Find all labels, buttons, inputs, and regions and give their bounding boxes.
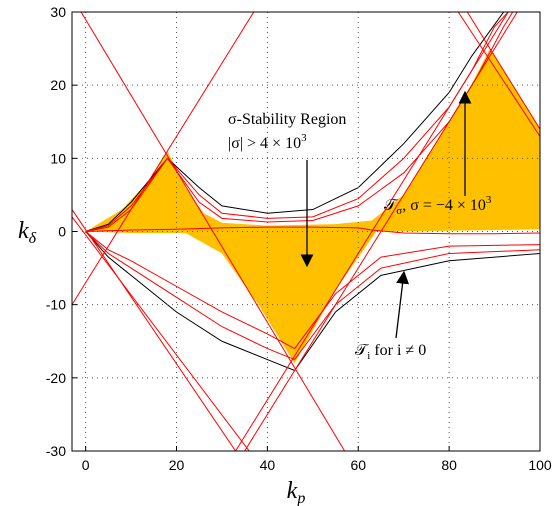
x-tick-label: 0 xyxy=(82,457,90,473)
curve xyxy=(244,12,518,451)
annotation: 𝒯i for i ≠ 0 xyxy=(355,342,426,362)
x-axis-label: kp xyxy=(287,478,306,506)
x-tick-label: 20 xyxy=(169,457,185,473)
x-tick-label: 60 xyxy=(350,457,366,473)
y-tick-label: -10 xyxy=(46,297,66,313)
stability-region xyxy=(85,48,540,364)
y-tick-label: 20 xyxy=(50,77,66,93)
annotation: |σ| > 4 × 103 xyxy=(228,132,307,152)
curve xyxy=(85,226,540,235)
curve xyxy=(85,231,540,372)
curve xyxy=(85,231,540,361)
x-tick-label: 80 xyxy=(441,457,457,473)
curve xyxy=(466,12,540,130)
y-axis-label: kδ xyxy=(18,218,37,247)
arrow xyxy=(395,270,410,339)
curve xyxy=(72,216,250,451)
x-tick-label: 40 xyxy=(260,457,276,473)
y-tick-label: -30 xyxy=(46,443,66,459)
curve xyxy=(457,12,540,137)
plot-area: 0 20 40 60 80 100 -30 -20 -10 0 10 20 30 xyxy=(46,4,552,473)
y-tick-label: 30 xyxy=(50,4,66,20)
y-tick-label: 10 xyxy=(50,150,66,166)
curve xyxy=(85,231,540,350)
x-tick-label: 100 xyxy=(528,457,552,473)
annotation: σ-Stability Region xyxy=(228,111,346,128)
series-group xyxy=(72,12,540,451)
y-tick-label: 0 xyxy=(58,224,66,240)
y-tick-label: -20 xyxy=(46,370,66,386)
axes-box xyxy=(71,11,541,452)
curve xyxy=(72,209,236,451)
annotation: 𝒯σ, σ = −4 × 103 xyxy=(384,194,492,217)
